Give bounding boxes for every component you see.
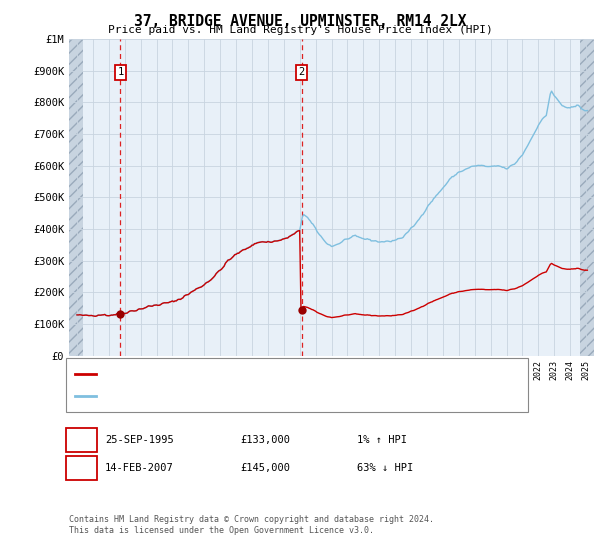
Text: 25-SEP-1995: 25-SEP-1995 <box>105 435 174 445</box>
Text: 2: 2 <box>79 463 85 473</box>
Text: Contains HM Land Registry data © Crown copyright and database right 2024.
This d: Contains HM Land Registry data © Crown c… <box>69 515 434 535</box>
Text: 2: 2 <box>298 67 305 77</box>
Text: HPI: Average price, detached house, Havering: HPI: Average price, detached house, Have… <box>102 391 361 402</box>
Text: £133,000: £133,000 <box>240 435 290 445</box>
Text: 37, BRIDGE AVENUE, UPMINSTER, RM14 2LX (detached house): 37, BRIDGE AVENUE, UPMINSTER, RM14 2LX (… <box>102 368 425 379</box>
Text: 63% ↓ HPI: 63% ↓ HPI <box>357 463 413 473</box>
Text: 1: 1 <box>79 435 85 445</box>
Text: 37, BRIDGE AVENUE, UPMINSTER, RM14 2LX: 37, BRIDGE AVENUE, UPMINSTER, RM14 2LX <box>134 14 466 29</box>
Bar <box>69 39 83 356</box>
Text: 14-FEB-2007: 14-FEB-2007 <box>105 463 174 473</box>
Text: Price paid vs. HM Land Registry's House Price Index (HPI): Price paid vs. HM Land Registry's House … <box>107 25 493 35</box>
Bar <box>580 39 594 356</box>
Text: 1: 1 <box>117 67 124 77</box>
Text: £145,000: £145,000 <box>240 463 290 473</box>
Text: 1% ↑ HPI: 1% ↑ HPI <box>357 435 407 445</box>
